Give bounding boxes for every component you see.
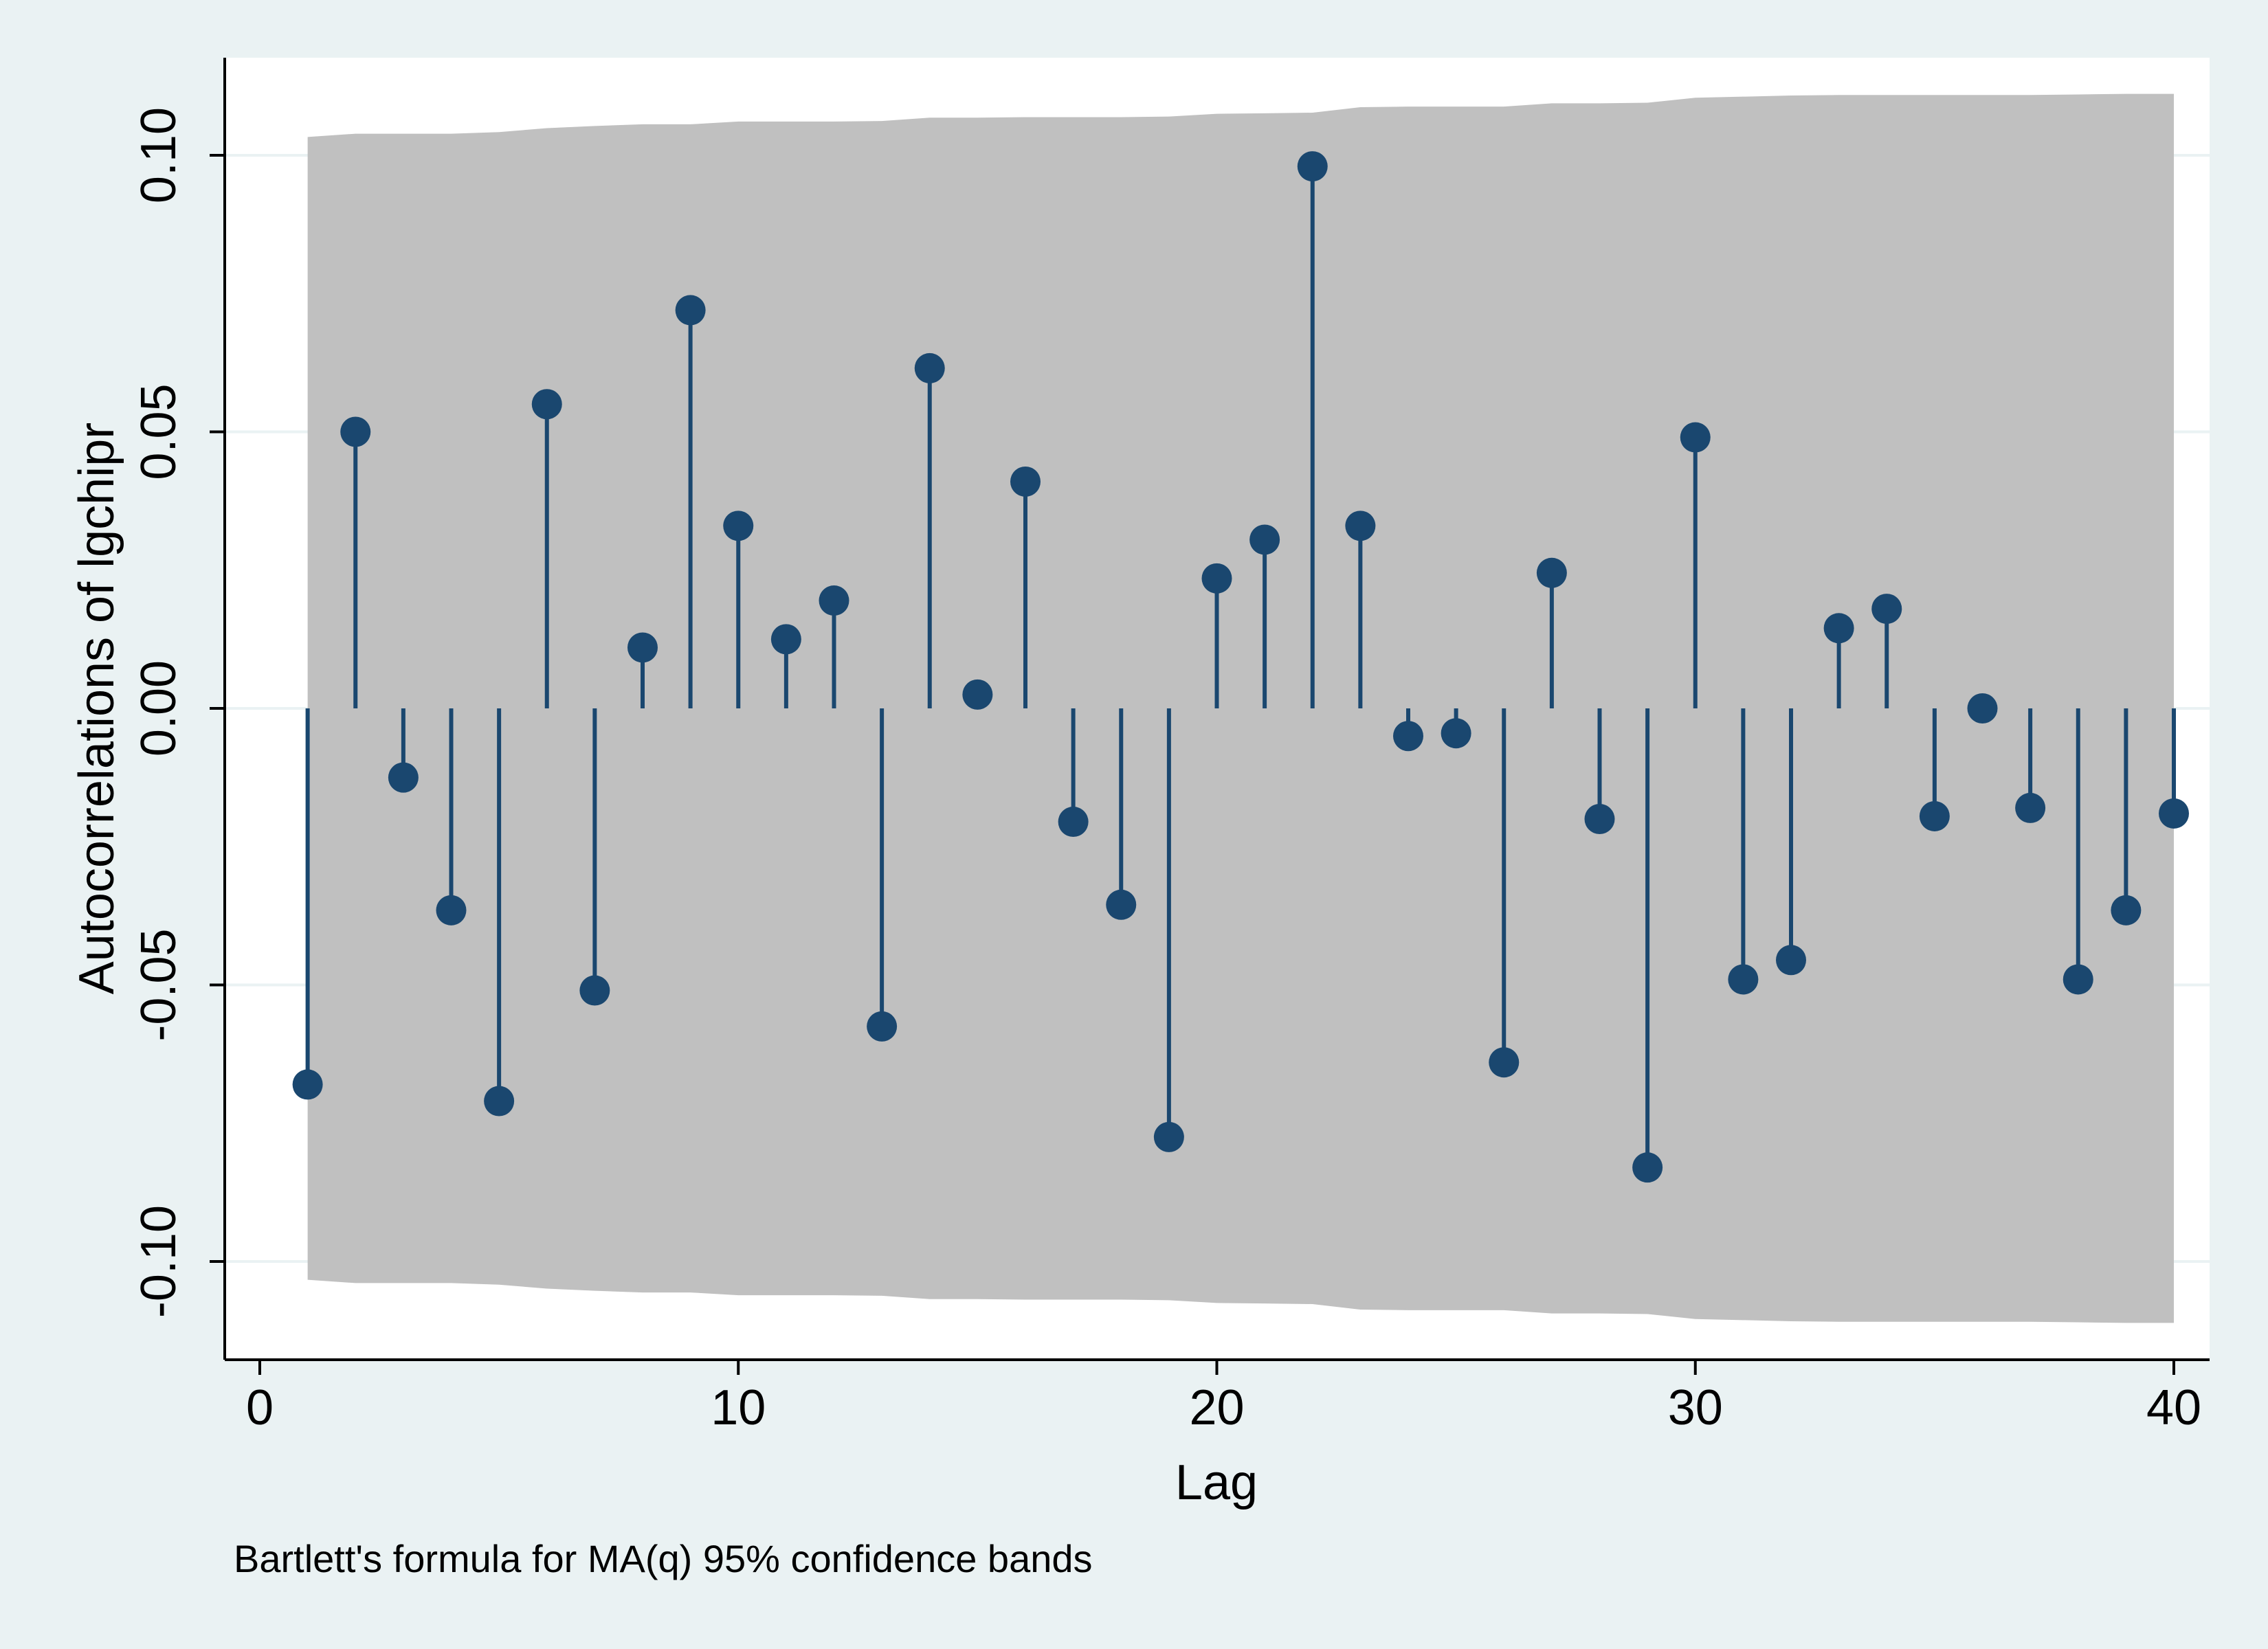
- x-tick-label-4: 40: [2146, 1380, 2201, 1435]
- footnote: Bartlett's formula for MA(q) 95% confide…: [234, 1537, 1093, 1580]
- y-tick-label-2: 0.00: [131, 660, 186, 756]
- marker-lag-1: [292, 1069, 323, 1100]
- marker-lag-39: [2111, 895, 2142, 926]
- marker-lag-11: [770, 624, 801, 655]
- marker-lag-30: [1680, 422, 1711, 453]
- marker-lag-3: [388, 762, 419, 793]
- marker-lag-32: [1776, 945, 1806, 976]
- marker-lag-29: [1632, 1152, 1663, 1183]
- marker-lag-10: [723, 511, 754, 541]
- marker-lag-22: [1297, 151, 1328, 182]
- marker-lag-26: [1489, 1047, 1520, 1078]
- marker-lag-34: [1871, 594, 1902, 625]
- marker-lag-20: [1201, 563, 1232, 594]
- marker-lag-36: [1967, 693, 1998, 723]
- marker-lag-31: [1728, 964, 1759, 995]
- y-axis-label: Autocorrelations of lgchipr: [69, 423, 124, 994]
- stem-lines: [305, 166, 2176, 1168]
- marker-lag-18: [1106, 889, 1137, 920]
- y-tick-label-1: -0.05: [131, 928, 186, 1041]
- confidence-band: [307, 93, 2174, 1323]
- x-tick-label-3: 30: [1668, 1380, 1723, 1435]
- x-axis-label: Lag: [1175, 1455, 1258, 1510]
- x-tick-label-0: 0: [246, 1380, 274, 1435]
- marker-lag-15: [962, 679, 993, 710]
- marker-lag-5: [484, 1086, 515, 1117]
- marker-lag-8: [627, 632, 658, 663]
- marker-lag-12: [819, 585, 849, 616]
- marker-lag-35: [1919, 800, 1950, 831]
- marker-lag-27: [1536, 557, 1567, 588]
- marker-lag-9: [675, 295, 706, 326]
- marker-lag-40: [2159, 798, 2189, 829]
- marker-lag-23: [1345, 511, 1376, 541]
- marker-lag-6: [531, 389, 562, 420]
- x-tick-label-1: 10: [711, 1380, 766, 1435]
- marker-lag-7: [579, 975, 610, 1006]
- x-ticks: 0 10 20 30 40: [246, 1360, 2201, 1435]
- marker-lag-25: [1441, 718, 1471, 749]
- marker-lag-24: [1393, 721, 1423, 752]
- marker-lag-33: [1823, 613, 1854, 644]
- marker-lag-13: [867, 1011, 898, 1042]
- marker-lag-28: [1584, 804, 1615, 834]
- marker-lag-19: [1153, 1121, 1184, 1152]
- marker-lag-14: [914, 352, 945, 383]
- markers: [292, 151, 2189, 1183]
- marker-lag-21: [1249, 524, 1280, 555]
- marker-lag-38: [2063, 964, 2093, 995]
- marker-lag-2: [340, 416, 371, 447]
- y-tick-label-4: 0.10: [131, 107, 186, 203]
- y-tick-label-3: 0.05: [131, 383, 186, 480]
- marker-lag-16: [1010, 466, 1041, 497]
- y-tick-label-0: -0.10: [131, 1205, 186, 1318]
- x-tick-label-2: 20: [1189, 1380, 1244, 1435]
- marker-lag-37: [2015, 792, 2046, 823]
- marker-lag-4: [436, 895, 467, 926]
- y-ticks: -0.10 -0.05 0.00 0.05 0.10: [131, 107, 225, 1318]
- marker-lag-17: [1058, 807, 1089, 838]
